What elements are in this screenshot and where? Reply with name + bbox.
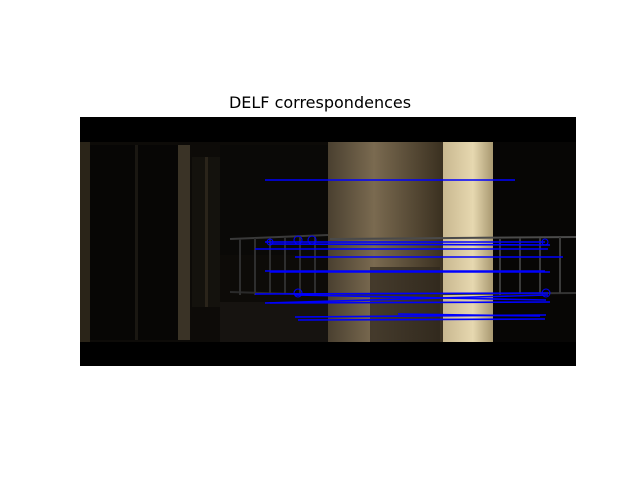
keypoint-markers	[266, 235, 551, 298]
match-lines	[254, 179, 563, 321]
figure-title: DELF correspondences	[228, 93, 412, 112]
correspondence-plot	[80, 117, 576, 366]
image-axes	[80, 117, 576, 366]
